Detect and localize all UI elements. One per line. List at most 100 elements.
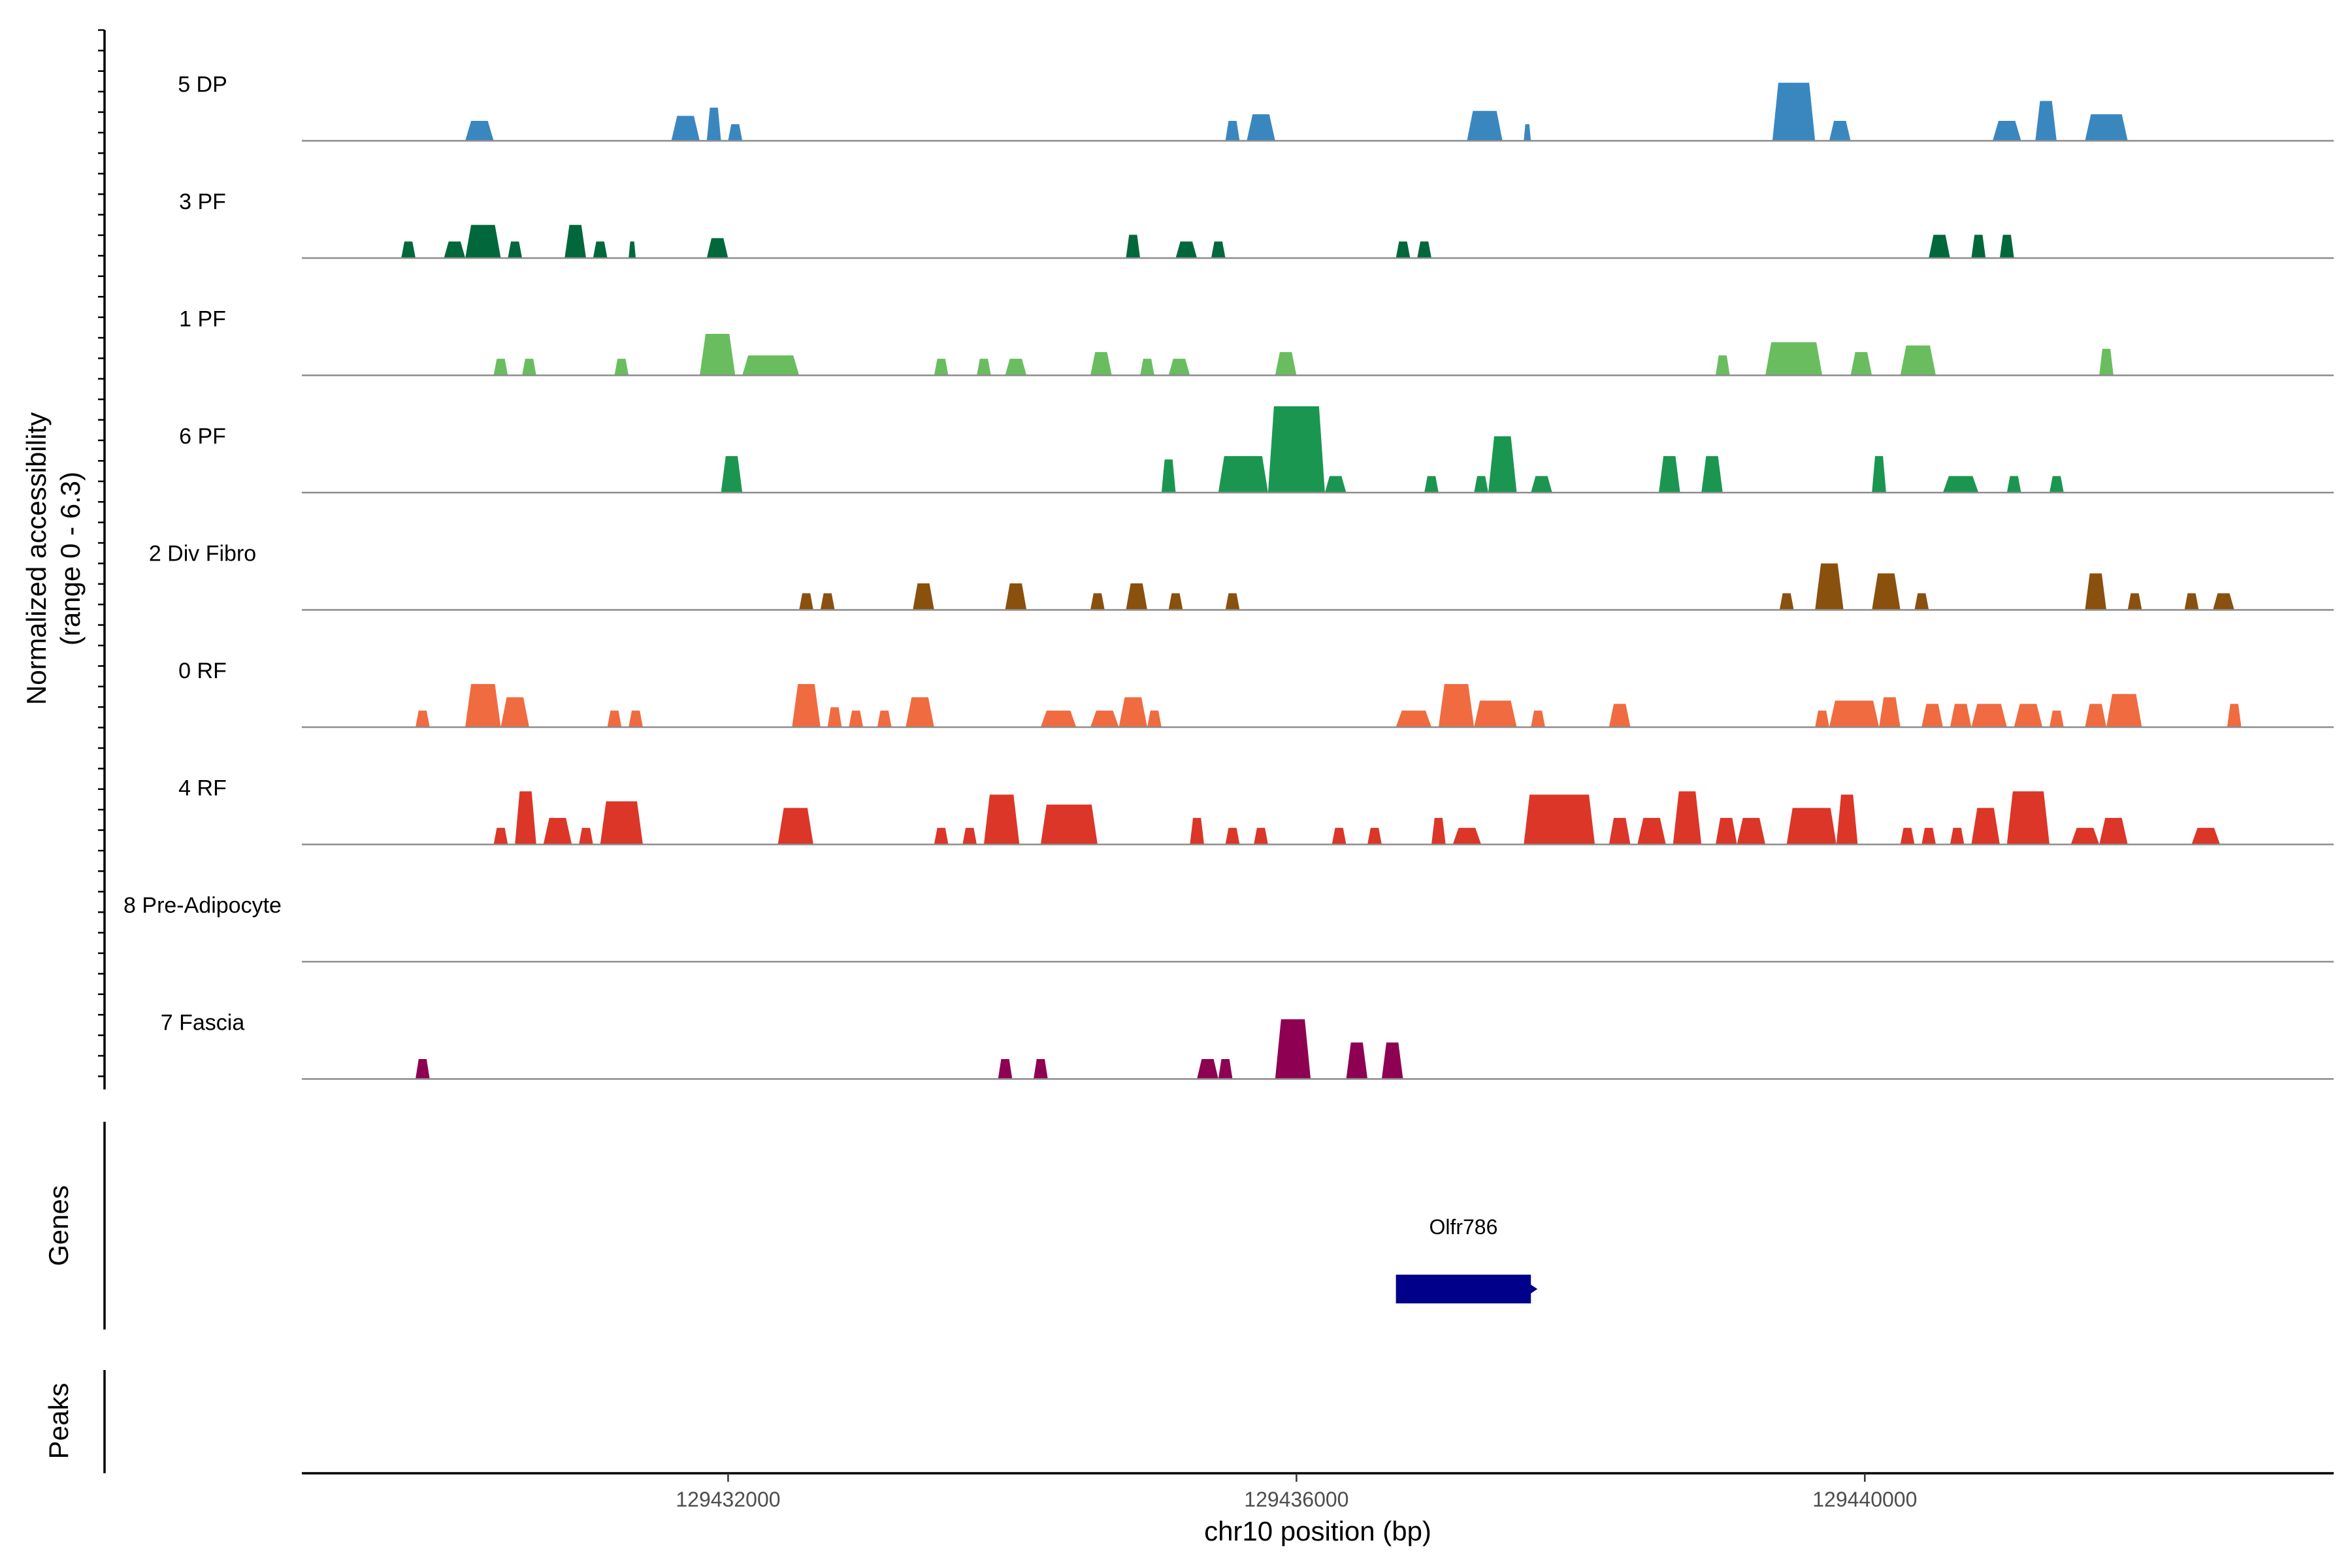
peak-5-dp-6 (1467, 110, 1503, 141)
peak-4-rf-0 (493, 828, 508, 845)
peak-5-dp-9 (1829, 121, 1851, 141)
peak-2-div-fibro-8 (1779, 593, 1794, 610)
peak-5-dp-10 (1993, 121, 2021, 141)
peak-2-div-fibro-4 (1090, 593, 1105, 610)
peak-1-pf-6 (977, 359, 991, 376)
peak-6-pf-2 (1218, 456, 1268, 493)
peak-3-pf-0 (401, 241, 416, 258)
peak-0-rf-9 (906, 697, 934, 727)
peak-1-pf-16 (2099, 348, 2114, 376)
peak-0-rf-6 (827, 707, 842, 727)
peak-4-rf-7 (962, 828, 977, 845)
peak-3-pf-15 (1999, 235, 2014, 258)
peak-4-rf-17 (1524, 794, 1595, 845)
peak-4-rf-26 (1921, 828, 1936, 845)
peak-3-pf-6 (629, 241, 636, 258)
peak-3-pf-10 (1211, 241, 1226, 258)
peak-0-rf-8 (877, 710, 892, 727)
peak-0-rf-5 (792, 684, 821, 727)
peak-2-div-fibro-12 (2085, 573, 2106, 610)
peak-4-rf-16 (1452, 828, 1482, 845)
x-tick-label: 129436000 (1244, 1488, 1348, 1511)
peak-5-dp-4 (1225, 121, 1240, 141)
peak-3-pf-8 (1126, 235, 1141, 258)
peak-6-pf-13 (2006, 476, 2021, 493)
peak-4-rf-15 (1431, 817, 1446, 845)
peak-1-pf-0 (493, 359, 508, 376)
peak-4-rf-8 (983, 794, 1020, 845)
peak-0-rf-15 (1438, 684, 1475, 727)
peak-0-rf-16 (1474, 700, 1517, 727)
peak-0-rf-20 (1829, 700, 1880, 727)
peak-0-rf-24 (1971, 704, 2007, 727)
peak-1-pf-13 (1765, 342, 1823, 376)
peak-0-rf-2 (500, 697, 529, 727)
peak-4-rf-32 (2191, 828, 2220, 845)
track-label-0-rf: 0 RF (178, 659, 227, 683)
peak-6-pf-6 (1474, 476, 1488, 493)
y-axis-title-line1: Normalized accessibility (21, 412, 52, 705)
peak-4-rf-6 (934, 828, 949, 845)
peak-0-rf-17 (1531, 710, 1545, 727)
peak-2-div-fibro-1 (820, 593, 835, 610)
peak-4-rf-9 (1040, 804, 1098, 845)
track-label-5-dp: 5 DP (178, 73, 227, 97)
peak-4-rf-1 (515, 791, 536, 845)
peak-4-rf-5 (777, 808, 813, 845)
peak-0-rf-23 (1950, 704, 1972, 727)
peak-3-pf-3 (508, 241, 523, 258)
peak-0-rf-27 (2085, 704, 2106, 727)
peak-7-fascia-5 (1275, 1019, 1311, 1079)
peak-6-pf-11 (1872, 456, 1886, 493)
track-label-4-rf: 4 RF (178, 776, 227, 801)
peak-7-fascia-2 (1034, 1059, 1048, 1079)
peak-4-rf-3 (579, 828, 593, 845)
peak-1-pf-9 (1140, 359, 1154, 376)
peak-4-rf-13 (1331, 828, 1347, 845)
peak-3-pf-13 (1929, 235, 1950, 258)
peak-2-div-fibro-5 (1126, 583, 1147, 610)
peak-0-rf-22 (1921, 704, 1943, 727)
peak-2-div-fibro-6 (1168, 593, 1183, 610)
peak-4-rf-20 (1673, 791, 1702, 845)
peak-0-rf-28 (2106, 694, 2142, 727)
peak-2-div-fibro-13 (2127, 593, 2142, 610)
peak-7-fascia-7 (1381, 1042, 1403, 1079)
peak-0-rf-3 (607, 710, 622, 727)
peak-4-rf-14 (1367, 828, 1382, 845)
track-label-6-pf: 6 PF (179, 424, 226, 449)
peak-0-rf-14 (1396, 710, 1431, 727)
peak-6-pf-12 (1942, 476, 1979, 493)
track-label-2-div-fibro: 2 Div Fibro (149, 542, 256, 566)
peak-6-pf-4 (1324, 476, 1347, 493)
peak-0-rf-26 (2050, 710, 2064, 727)
peak-6-pf-0 (721, 456, 743, 493)
peak-3-pf-11 (1396, 241, 1411, 258)
peak-5-dp-7 (1524, 124, 1531, 141)
peak-1-pf-5 (934, 359, 949, 376)
peak-3-pf-9 (1175, 241, 1198, 258)
peak-2-div-fibro-11 (1914, 593, 1929, 610)
peak-4-rf-12 (1254, 828, 1268, 845)
peak-7-fascia-3 (1197, 1059, 1218, 1079)
peak-4-rf-18 (1609, 817, 1631, 845)
peak-7-fascia-1 (998, 1059, 1013, 1079)
peak-2-div-fibro-15 (2213, 593, 2234, 610)
y-axis-title: Normalized accessibility (range 0 - 6.3) (21, 412, 86, 705)
peak-2-div-fibro-9 (1815, 563, 1844, 610)
peak-0-rf-0 (416, 710, 430, 727)
y-axis-title-line2: (range 0 - 6.3) (55, 472, 86, 645)
x-axis-title: chr10 position (bp) (1204, 1516, 1431, 1546)
peak-5-dp-12 (2085, 114, 2128, 141)
peak-1-pf-15 (1900, 345, 1936, 376)
peak-2-div-fibro-0 (799, 593, 813, 610)
peak-5-dp-0 (465, 121, 494, 141)
peak-2-div-fibro-10 (1872, 573, 1901, 610)
peak-6-pf-9 (1659, 456, 1680, 493)
peak-1-pf-10 (1168, 359, 1190, 376)
gene-body-olfr786 (1396, 1275, 1531, 1303)
peak-4-rf-24 (1836, 794, 1858, 845)
peak-0-rf-7 (849, 710, 864, 727)
peak-4-rf-19 (1637, 817, 1666, 845)
